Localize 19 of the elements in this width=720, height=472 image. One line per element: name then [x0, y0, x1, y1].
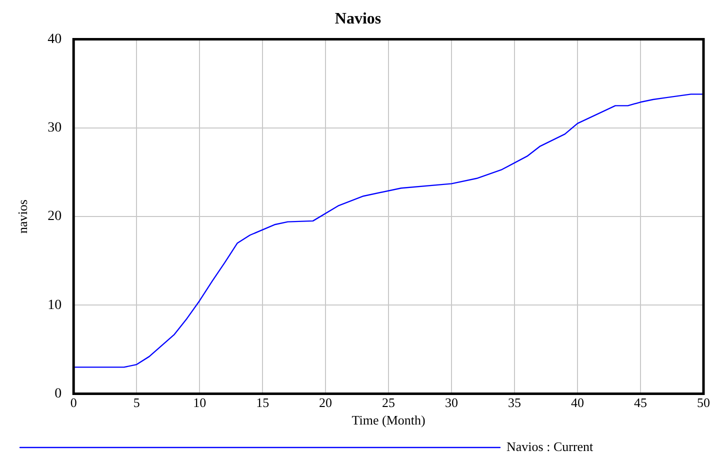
x-tick-label: 10 [193, 395, 206, 410]
x-tick-label: 40 [571, 395, 584, 410]
x-tick-label: 35 [508, 395, 522, 410]
text: Navios : Current [506, 438, 594, 454]
x-axis-title: Time (Month) [352, 412, 426, 428]
x-tick-label: 20 [319, 395, 332, 410]
x-tick-label: 30 [445, 395, 458, 410]
y-axis-title: navios [15, 200, 30, 234]
y-tick-label: 40 [48, 32, 62, 47]
x-tick-label: 0 [70, 395, 77, 410]
x-tick-label: 45 [634, 395, 648, 410]
y-tick-label: 10 [48, 298, 62, 313]
x-tick-label: 25 [382, 395, 396, 410]
x-tick-label: 5 [133, 395, 140, 410]
y-tick-label: 30 [48, 120, 62, 136]
x-tick-label: 15 [256, 395, 270, 410]
y-tick-label: 20 [48, 209, 62, 224]
chart-title: Navios [334, 10, 382, 28]
x-tick-label: 50 [697, 395, 710, 410]
